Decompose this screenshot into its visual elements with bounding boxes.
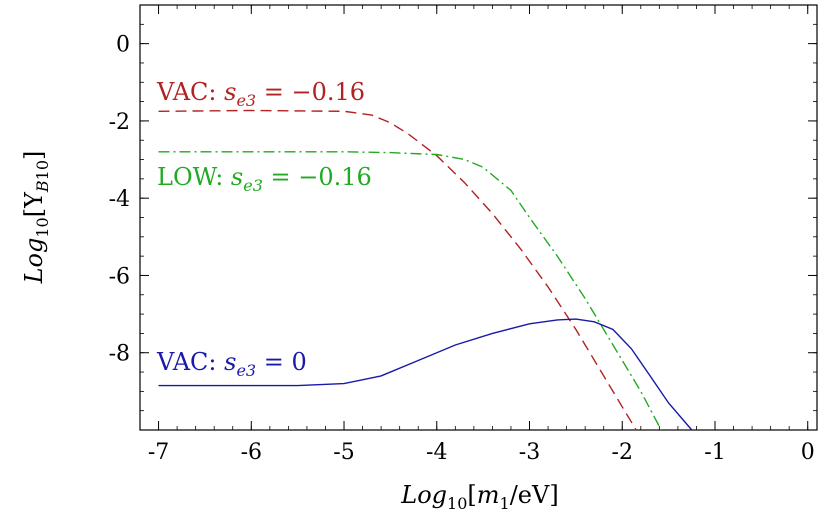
y-tick-label: -8 (109, 342, 130, 367)
labels: VAC: se3 = −0.16 LOW: se3 = −0.16 VAC: se3… (156, 78, 372, 380)
series-lines (158, 109, 693, 431)
x-tick-label: -5 (333, 440, 354, 465)
series-label-0: VAC: se3 = −0.16 (156, 78, 365, 110)
x-tick-label: 0 (801, 440, 815, 465)
series-line-0 (158, 109, 637, 431)
x-axis-title: Log10[m1/eV] (400, 481, 558, 513)
series-line-1 (158, 151, 662, 431)
series-label-1: LOW: se3 = −0.16 (157, 163, 372, 195)
x-tick-label: -7 (148, 440, 169, 465)
y-axis-title: Log10[YB10] (20, 151, 52, 285)
x-tick-label: -2 (612, 440, 633, 465)
x-tick-label: -6 (241, 440, 262, 465)
y-tick-label: -6 (109, 264, 130, 289)
x-tick-label: -4 (426, 440, 447, 465)
x-tick-label: -3 (519, 440, 540, 465)
ticks: -7 -6 -5 -4 -3 -2 -1 0 0 -2 -4 -6 -8 (109, 4, 817, 465)
y-tick-label: -2 (109, 110, 130, 135)
x-tick-label: -1 (704, 440, 725, 465)
series-line-2 (158, 318, 693, 431)
y-tick-label: -4 (109, 187, 130, 212)
y-tick-label: 0 (116, 33, 130, 58)
series-label-2: VAC: se3 = 0 (156, 348, 307, 380)
